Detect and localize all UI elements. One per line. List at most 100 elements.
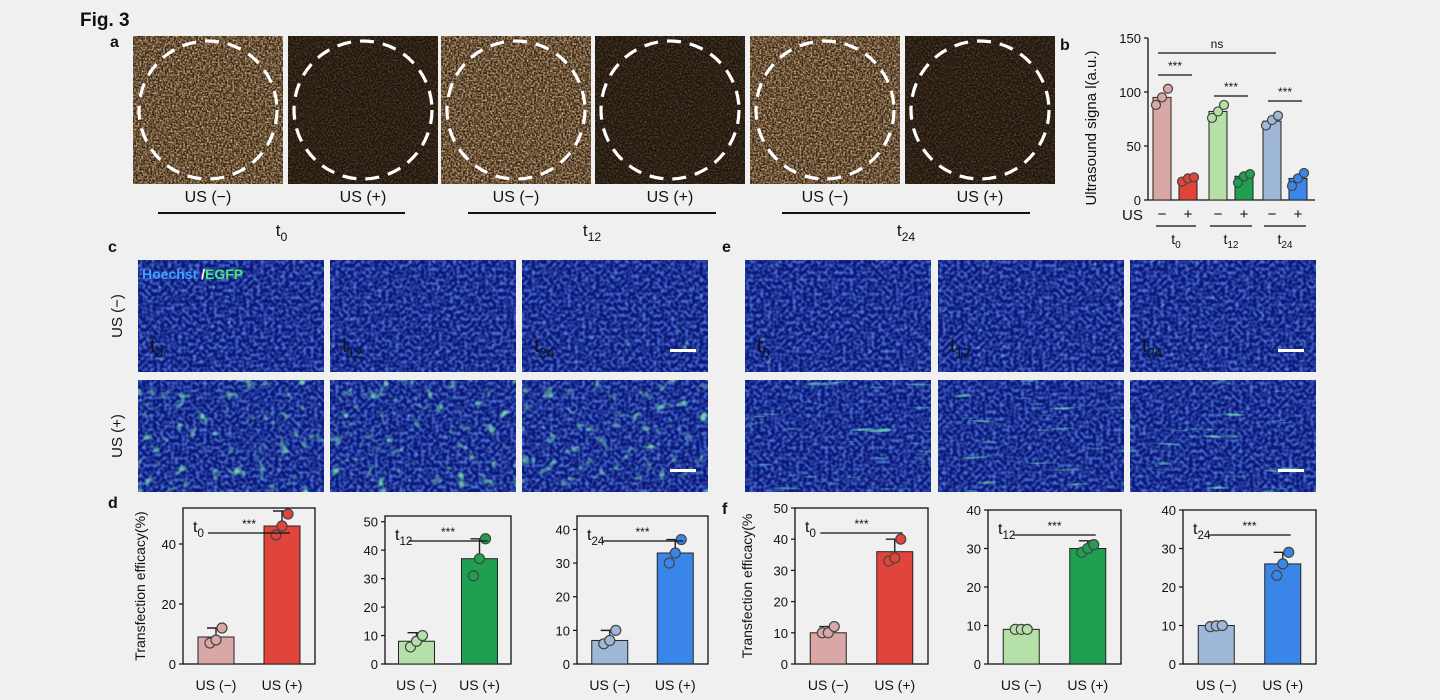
chart-f1: 0 10 20 30 40 50 t0 *** US (−) US (+) Transfection…	[739, 501, 929, 693]
y-tick-label: 10	[967, 619, 981, 634]
data-point	[216, 622, 228, 634]
group-label-t12: t12	[1223, 231, 1238, 251]
panel-label-f: f	[722, 501, 728, 518]
roi-dashed-circle	[292, 39, 434, 181]
significance-label: ***	[1278, 85, 1292, 99]
us-label: US (−)	[493, 189, 540, 206]
x-category-label: +	[1184, 206, 1193, 223]
bar	[1262, 120, 1282, 201]
data-point	[1244, 168, 1256, 180]
us-label: US (+)	[647, 189, 694, 206]
panel-d-charts: 0 20 40 t0 *** US (−) US (+) Transfection effic…	[132, 507, 709, 693]
data-point	[1162, 83, 1174, 94]
scale-bar	[670, 349, 696, 352]
y-tick-label: 0	[1169, 657, 1176, 672]
chart-time-label: t12	[395, 527, 412, 548]
y-tick-label: 20	[364, 600, 378, 615]
panel-label-d: d	[108, 495, 118, 512]
y-axis-label: Transfection efficacy(%)	[132, 511, 148, 660]
y-tick-label: 10	[774, 626, 788, 641]
y-axis-label: Ultrasound signa l(a.u.)	[1083, 50, 1100, 205]
y-tick-label: 20	[162, 597, 176, 612]
roi-dashed-circle	[909, 39, 1051, 181]
data-point	[610, 624, 622, 636]
group-label-t0: t0	[276, 221, 288, 244]
egfp-sparse-layer	[938, 260, 1124, 372]
egfp-layer	[522, 380, 708, 492]
ultrasound-image	[133, 36, 283, 184]
x-category-label: −	[1158, 206, 1167, 223]
y-tick-label: 20	[1162, 580, 1176, 595]
data-point	[663, 557, 675, 569]
time-label-t12: t12	[342, 336, 363, 361]
fluorescence-image	[1130, 380, 1316, 492]
egfp-layer	[138, 380, 324, 492]
y-tick-label: 40	[364, 543, 378, 558]
y-tick-label: 0	[563, 657, 570, 672]
ultrasound-speckle	[750, 36, 900, 184]
bar	[656, 552, 694, 665]
y-tick-label: 50	[1127, 139, 1141, 154]
chart-time-label: t0	[805, 519, 816, 540]
time-label-t12: t12	[950, 336, 971, 361]
roi-dashed-circle	[754, 39, 896, 181]
y-tick-label: 0	[371, 657, 378, 672]
y-tick-label: 20	[556, 590, 570, 605]
ultrasound-image	[595, 36, 745, 184]
x-category-label: US (−)	[589, 677, 630, 693]
fluorescence-image	[330, 380, 516, 492]
panel-label-c: c	[108, 239, 117, 256]
group-label-t24: t24	[897, 221, 916, 244]
data-point	[1272, 110, 1284, 121]
data-point	[479, 533, 492, 545]
x-category-label: US (+)	[459, 677, 500, 693]
x-category-label: US (−)	[196, 677, 237, 693]
y-tick-label: 30	[1162, 542, 1176, 557]
group-label-t24: t24	[1277, 231, 1292, 251]
plot-frame	[794, 507, 929, 665]
chart-time-label: t24	[587, 527, 605, 548]
ultrasound-speckle	[441, 36, 591, 184]
data-point	[895, 533, 907, 545]
fluorescence-image	[938, 260, 1124, 372]
x-category-label: US (+)	[1067, 677, 1108, 693]
data-point	[467, 570, 480, 582]
panel-b-ultrasound-chart: 0 50 100 150 Ultrasound signa l(a.u.) ns *** **…	[1083, 31, 1315, 251]
x-category-label: US (−)	[396, 677, 437, 693]
y-tick-label: 10	[364, 629, 378, 644]
y-tick-label: 30	[967, 542, 981, 557]
egfp-sparse-layer	[138, 260, 324, 372]
data-point	[1212, 106, 1224, 117]
chart-d2: 0 10 20 30 40 50 t12 *** US (−) US (+)	[364, 515, 512, 693]
panel-c-fluorescence-images: t0 t12 t24 US (−) US (+) Hoechst /EGFP	[109, 260, 708, 492]
us-label: US (−)	[185, 189, 232, 206]
y-tick-label: 30	[774, 563, 788, 578]
y-tick-label: 0	[1134, 193, 1141, 208]
data-point	[1283, 546, 1295, 558]
egfp-sparse-layer	[745, 260, 931, 372]
plot-frame	[576, 515, 709, 665]
data-point	[1088, 539, 1100, 551]
panel-label-e: e	[722, 239, 731, 256]
y-tick-label: 50	[774, 501, 788, 516]
data-point	[675, 533, 687, 546]
chart-f3: 0 10 20 30 40 t24 *** US (−) US (+)	[1162, 503, 1317, 693]
x-category-label: US (−)	[1196, 677, 1237, 693]
ultrasound-image	[750, 36, 900, 184]
plot-frame	[182, 507, 316, 665]
x-category-label: US (−)	[808, 677, 849, 693]
data-point	[889, 552, 901, 564]
y-tick-label: 30	[556, 556, 570, 571]
y-tick-label: 40	[774, 532, 788, 547]
data-point	[1298, 167, 1310, 179]
time-label-t0: t0	[757, 336, 770, 361]
data-point	[1232, 177, 1244, 188]
y-tick-label: 40	[162, 537, 176, 552]
x-category-label: US (+)	[262, 677, 303, 693]
significance-label: ***	[242, 517, 256, 531]
y-tick-label: 30	[364, 572, 378, 587]
bar	[1152, 96, 1172, 201]
figure-title: Fig. 3	[80, 10, 130, 31]
time-label-t24: t24	[1142, 336, 1163, 361]
data-point	[1277, 558, 1289, 570]
